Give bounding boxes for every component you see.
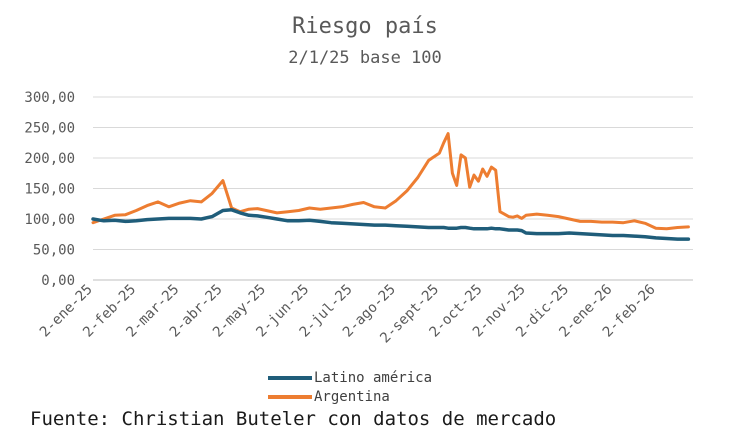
legend-label-latino-america: Latino américa	[314, 370, 433, 386]
y-tick-label: 300,00	[24, 90, 75, 106]
y-tick-label: 200,00	[24, 151, 75, 167]
legend-item-latino-america: Latino américa	[268, 370, 432, 388]
y-tick-label: 50,00	[33, 243, 75, 259]
legend-swatch-argentina	[268, 395, 312, 399]
y-tick-label: 100,00	[24, 212, 75, 228]
chart-subtitle: 2/1/25 base 100	[288, 48, 442, 68]
source-note: Fuente: Christian Buteler con datos de m…	[30, 408, 557, 430]
y-tick-label: 150,00	[24, 182, 75, 198]
series-line-argentina	[91, 132, 690, 231]
legend-item-argentina: Argentina	[268, 389, 390, 407]
series-line-latino-america	[91, 208, 691, 241]
legend-swatch-latino-america	[268, 376, 312, 380]
legend-label-argentina: Argentina	[314, 389, 390, 405]
chart-title: Riesgo país	[292, 14, 438, 39]
y-tick-label: 250,00	[24, 121, 75, 137]
y-tick-label: 0,00	[41, 273, 75, 289]
